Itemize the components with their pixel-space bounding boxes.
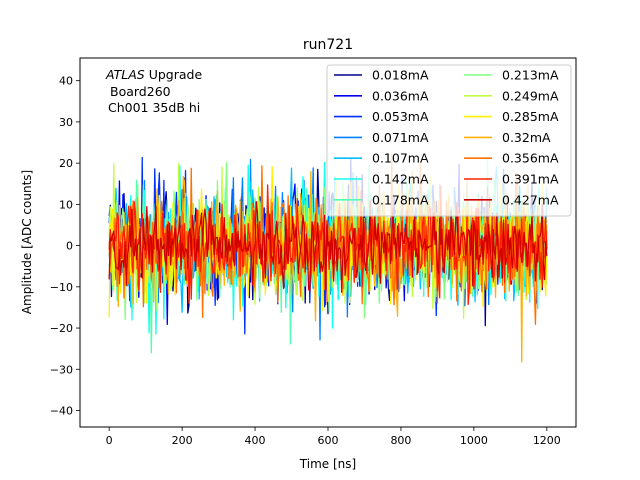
x-tick-label: 1200: [533, 434, 561, 447]
legend-label: 0.356mA: [502, 151, 559, 166]
legend-label: 0.249mA: [502, 88, 559, 103]
x-tick-label: 0: [106, 434, 113, 447]
legend: 0.018mA 0.036mA 0.053mA 0.071mA 0.107mA 0.142…: [326, 64, 572, 217]
y-tick-label: 10: [59, 198, 73, 211]
y-axis: −40 −30 −20 −10 0 10 20 30 40: [50, 75, 80, 418]
x-tick-label: 800: [390, 434, 411, 447]
legend-box: [326, 64, 572, 217]
annotation-line-1: ATLAS Upgrade: [105, 67, 202, 82]
y-tick-label: −10: [50, 281, 73, 294]
legend-label: 0.213mA: [502, 68, 559, 83]
legend-label: 0.427mA: [502, 192, 559, 207]
x-axis: 0 200 400 600 800 1000 1200: [106, 427, 561, 447]
annotation-board: Board260: [110, 84, 171, 99]
x-tick-label: 200: [172, 434, 193, 447]
legend-label: 0.285mA: [502, 109, 559, 124]
y-tick-label: −40: [50, 405, 73, 418]
legend-label: 0.053mA: [372, 109, 429, 124]
legend-label: 0.107mA: [372, 151, 429, 166]
x-tick-label: 400: [245, 434, 266, 447]
annotation-atlas: ATLAS: [105, 67, 145, 82]
series-layer: [108, 153, 548, 363]
x-tick-label: 600: [318, 434, 339, 447]
x-axis-label: Time [ns]: [299, 457, 356, 471]
legend-label: 0.178mA: [372, 192, 429, 207]
y-tick-label: −30: [50, 363, 73, 376]
legend-label: 0.018mA: [372, 68, 429, 83]
legend-label: 0.036mA: [372, 88, 429, 103]
atlas-annotation: ATLAS Upgrade Board260 Ch001 35dB hi: [105, 67, 202, 115]
y-tick-label: 40: [59, 75, 73, 88]
legend-label: 0.32mA: [502, 130, 551, 145]
chart-title: run721: [303, 37, 353, 53]
x-tick-label: 1000: [460, 434, 488, 447]
y-tick-label: 30: [59, 116, 73, 129]
legend-label: 0.142mA: [372, 172, 429, 187]
annotation-channel: Ch001 35dB hi: [108, 100, 200, 115]
y-tick-label: −20: [50, 322, 73, 335]
annotation-upgrade: Upgrade: [145, 67, 203, 82]
y-tick-label: 20: [59, 157, 73, 170]
legend-label: 0.071mA: [372, 130, 429, 145]
y-axis-label: Amplitude [ADC counts]: [20, 170, 34, 314]
y-tick-label: 0: [66, 240, 73, 253]
legend-label: 0.391mA: [502, 172, 559, 187]
series-line: [108, 199, 548, 306]
